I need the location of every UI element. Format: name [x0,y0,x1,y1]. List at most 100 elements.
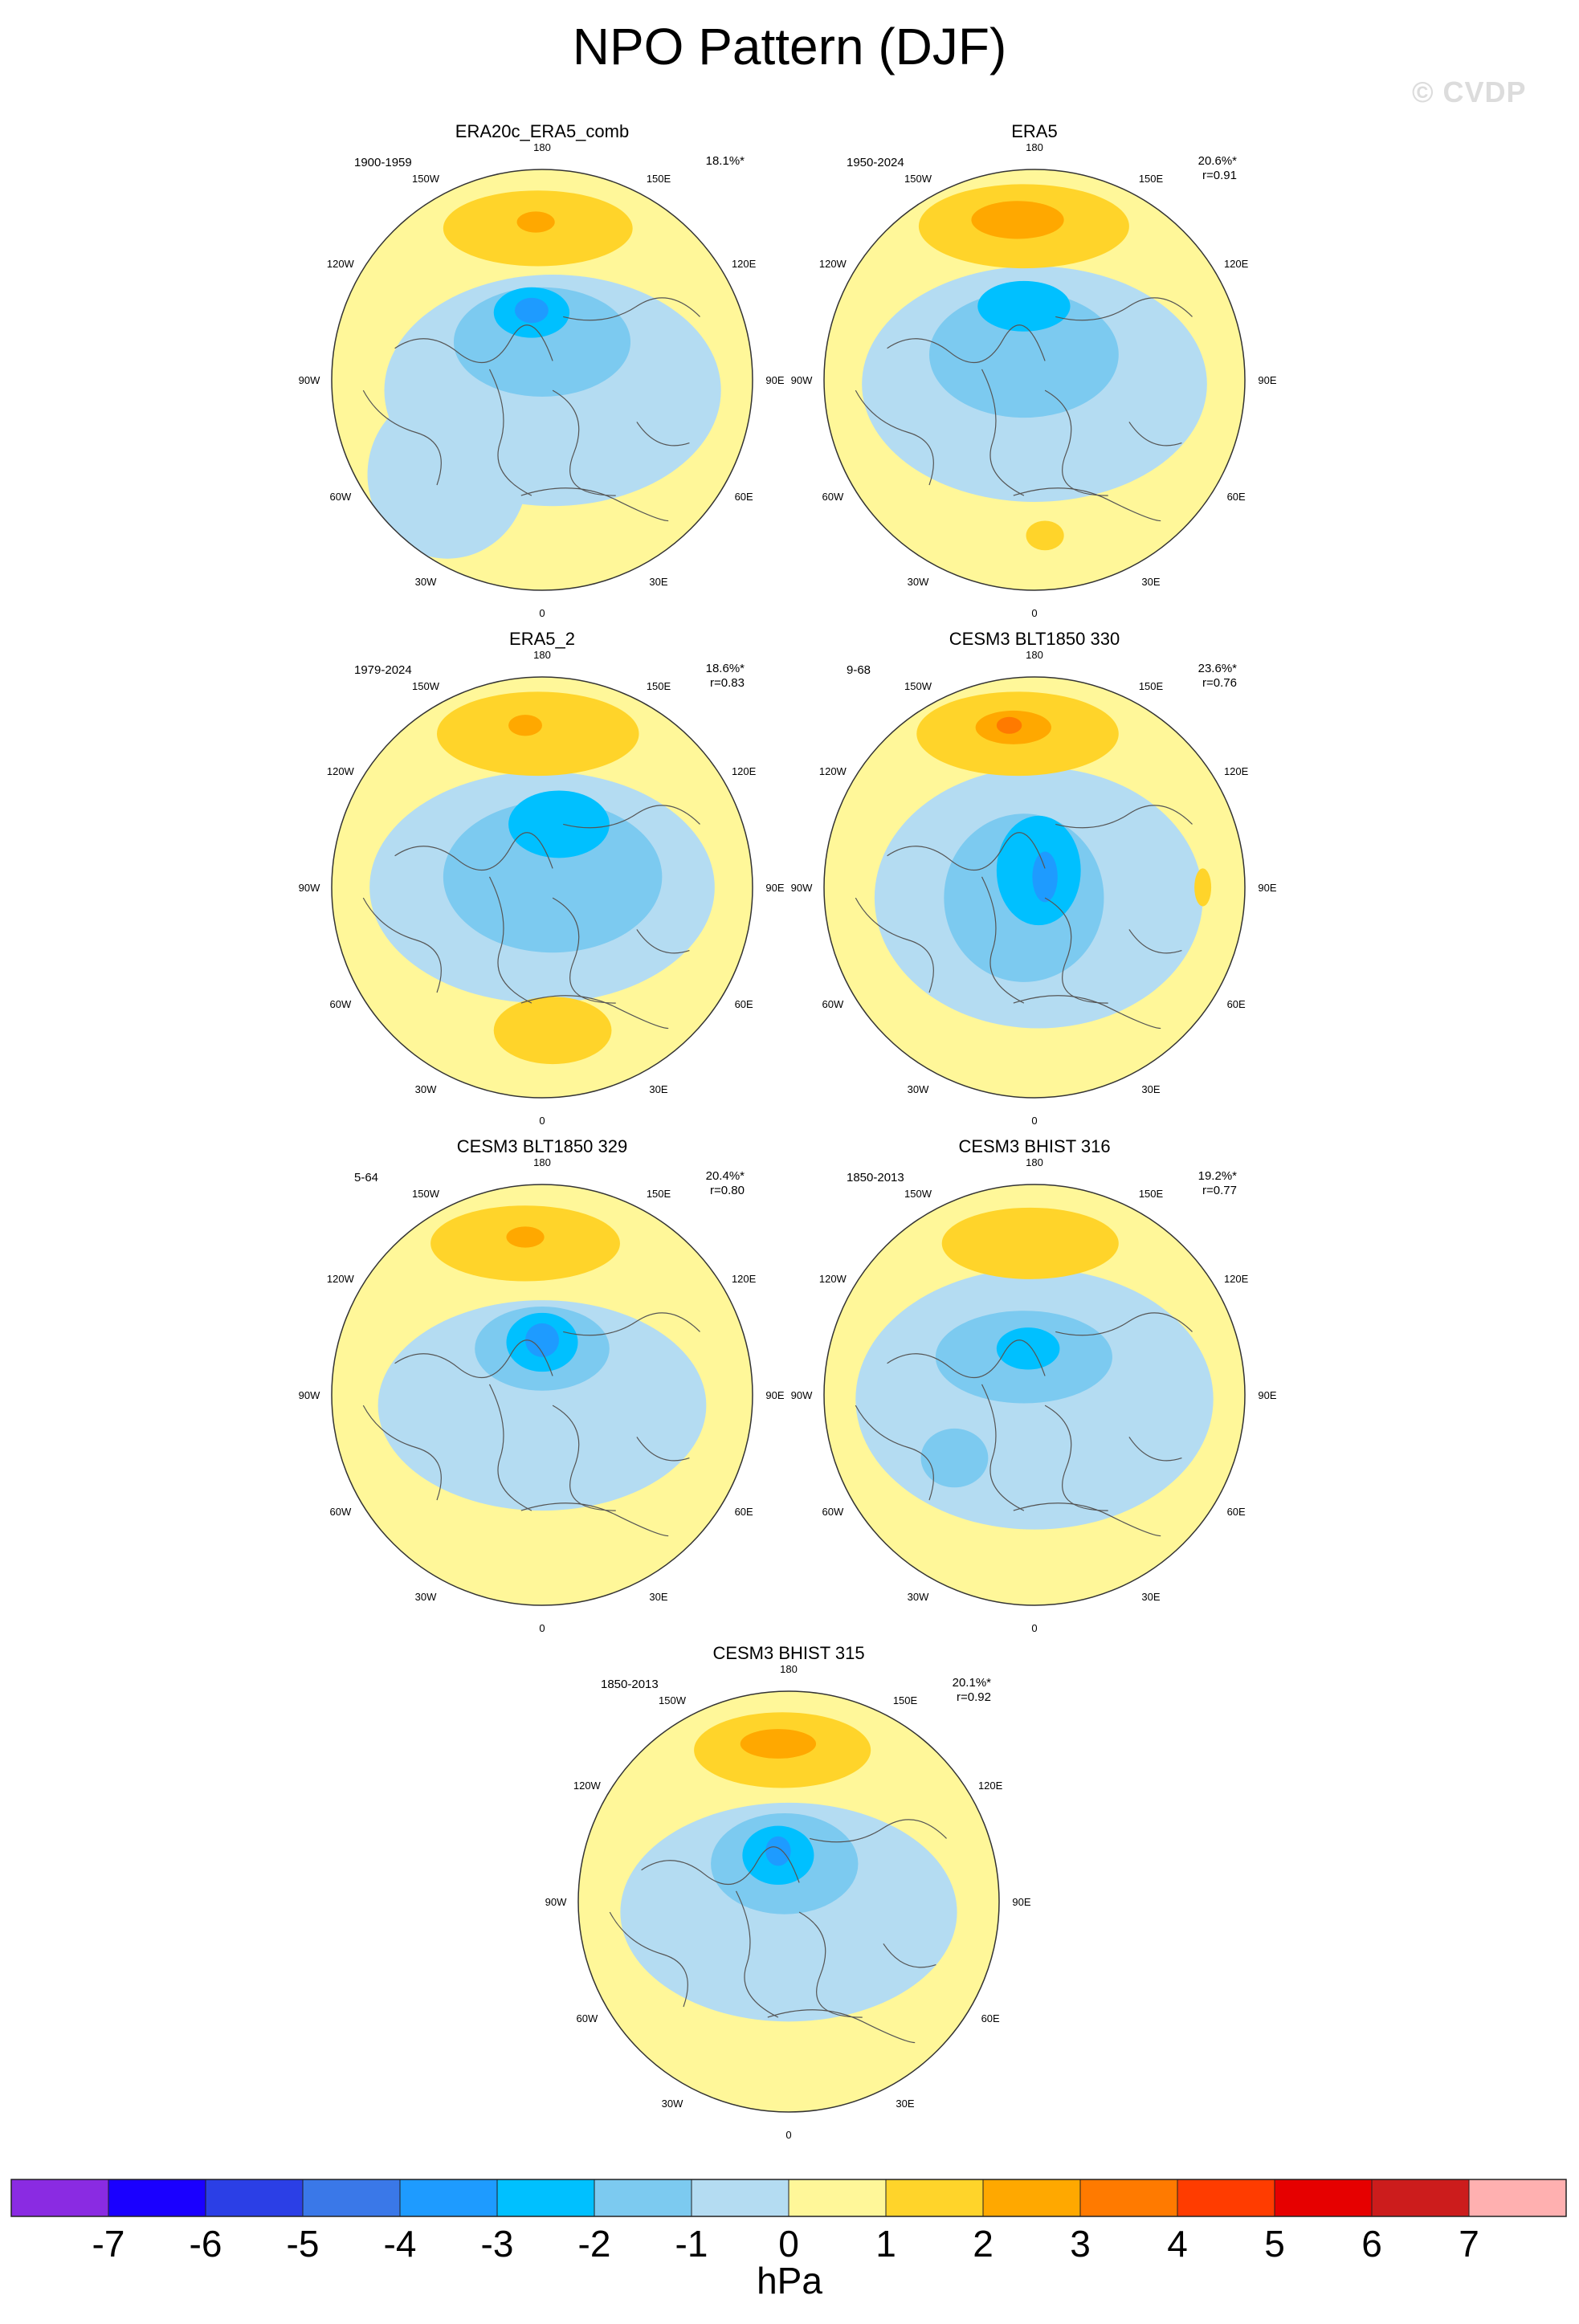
panel-variance: 20.6%* [1198,154,1238,168]
coastline [1055,1312,1193,1336]
coastline [887,1339,1046,1379]
coastline [855,1405,934,1501]
map-panel: 180 150E 120E 90E 60E 30E 0 30W 60W 90W 120W 150W ER… [299,629,785,1127]
coastlines [362,1312,700,1537]
longitude-label: 30E [649,1591,667,1603]
longitude-label: 180 [1026,141,1043,153]
map-border [331,169,753,591]
panel-variance: 19.2%* [1198,1169,1238,1183]
coastline [735,1890,779,2018]
colorbar-tick-label: -3 [481,2223,514,2265]
colorbar-swatch [497,2179,595,2216]
contour-region [920,1428,989,1488]
coastlines [855,297,1193,522]
longitude-label: 90E [1012,1896,1030,1908]
coastline [362,897,442,993]
contour-region [929,291,1119,418]
longitude-label: 60E [981,2012,1000,2024]
longitude-label: 30W [415,576,437,588]
longitude-label: 120W [819,258,847,270]
longitude-label: 180 [533,141,551,153]
map-border [331,1184,753,1606]
longitude-label: 0 [1031,607,1037,619]
map-panel: 180 150E 120E 90E 60E 30E 0 30W 60W 90W 120W 150W CE… [545,1643,1031,2141]
longitude-label: 30E [1141,1591,1160,1603]
panel-correlation: r=0.77 [1202,1184,1237,1197]
longitude-label: 60W [329,1506,351,1518]
panel-correlation: r=0.76 [1202,676,1237,690]
coastline [855,389,934,486]
panel-title: CESM3 BLT1850 330 [949,629,1120,649]
coastline [552,1405,616,1511]
coastline [1013,487,1161,522]
coastline [362,1405,442,1501]
longitude-label: 90E [1258,882,1276,894]
longitude-label: 150E [893,1694,918,1706]
watermark: © CVDP [1412,75,1527,108]
colorbar-swatch [11,2179,109,2216]
panel-period: 1950-2024 [847,156,904,169]
longitude-label: 90E [765,882,784,894]
longitude-label: 150W [412,680,440,692]
contour-region [765,1836,791,1866]
coastline [1044,389,1108,496]
colorbar-swatch [1177,2179,1275,2216]
coastline [636,1437,690,1462]
coastline [394,324,553,364]
coastline [855,897,934,993]
longitude-label: 0 [539,1115,545,1127]
longitude-label: 90E [1258,1389,1276,1401]
coastline [1013,995,1161,1029]
longitude-label: 30W [662,2098,683,2110]
anomaly-field [824,169,1245,590]
longitude-label: 180 [780,1663,798,1675]
colorbar-swatch [886,2179,984,2216]
coastline [488,876,532,1004]
map-panel: 180 150E 120E 90E 60E 30E 0 30W 60W 90W 120W 150W ER… [791,121,1277,619]
longitude-label: 30E [649,1083,667,1095]
anomaly-field [332,1184,753,1605]
longitude-label: 60W [329,491,351,503]
coastlines [609,1819,947,2044]
coastline [1128,1437,1182,1462]
coastline [1128,929,1182,954]
panel-variance: 20.4%* [706,1169,745,1183]
colorbar-tick-label: 5 [1264,2223,1285,2265]
longitude-label: 90W [299,1389,320,1401]
longitude-label: 30W [908,1591,929,1603]
coastline [981,1384,1025,1511]
coastline [520,487,669,522]
coastline [488,369,532,496]
longitude-label: 120E [1224,765,1249,777]
longitude-label: 120E [978,1780,1003,1792]
colorbar-tick-label: -4 [384,2223,417,2265]
map-border [823,676,1246,1099]
longitude-label: 30E [1141,1083,1160,1095]
contour-region [1194,868,1212,907]
longitude-label: 60E [1227,1506,1246,1518]
coastline [1013,1502,1161,1537]
panel-title: ERA20c_ERA5_comb [455,121,629,141]
coastline [641,1846,800,1886]
longitude-label: 30W [415,1083,437,1095]
coastline [1055,297,1193,321]
contour-region [971,201,1064,239]
longitude-label: 60W [822,998,843,1010]
longitude-label: 0 [785,2129,791,2141]
longitude-label: 120E [1224,258,1249,270]
coastline [520,995,669,1029]
contour-region [377,1300,707,1511]
colorbar-tick-label: -7 [92,2223,125,2265]
coastline [798,1911,863,2018]
coastline [636,422,690,446]
panel-variance: 18.1%* [706,154,745,168]
coastline [1128,422,1182,446]
anomaly-field [578,1691,999,2112]
longitude-label: 120W [573,1780,602,1792]
contour-region [437,691,639,777]
colorbar-tick-label: 4 [1167,2223,1188,2265]
coastline [767,2009,916,2044]
panel-title: ERA5_2 [509,629,575,649]
coastline [1044,1405,1108,1511]
longitude-label: 60E [735,1506,753,1518]
